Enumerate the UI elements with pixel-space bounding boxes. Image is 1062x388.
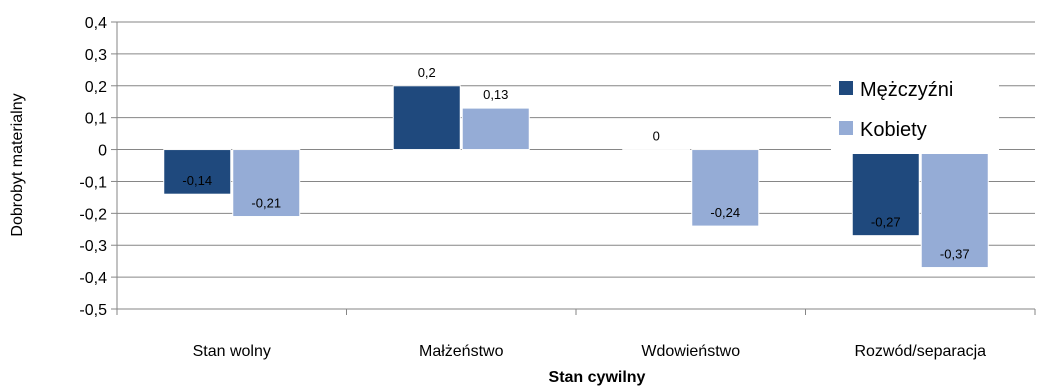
data-label: 0 <box>653 129 660 144</box>
x-tick-label: Stan wolny <box>193 343 271 360</box>
x-tick-labels: Stan wolny Małżeństwo Wdowieństwo Rozwód/se… <box>193 343 987 360</box>
data-label: -0,37 <box>940 247 970 262</box>
data-label: -0,27 <box>871 215 901 230</box>
axes-group <box>111 21 1036 315</box>
bar-kobiety <box>232 149 301 218</box>
legend-background <box>831 78 999 154</box>
legend: Mężczyźni Kobiety <box>831 78 999 154</box>
bar-kobiety <box>920 149 989 269</box>
x-tick-label: Wdowieństwo <box>641 343 740 360</box>
bar-kobiety <box>461 107 530 151</box>
y-tick-label: 0 <box>98 143 107 160</box>
y-tick-label: -0,3 <box>79 238 107 255</box>
bar-mezczyzni <box>622 149 691 152</box>
y-tick-labels: 0,4 0,3 0,2 0,1 0 -0,1 -0,2 -0,3 -0,4 -0,5 <box>79 15 107 319</box>
x-tick-label: Rozwód/separacja <box>854 343 986 360</box>
data-labels: -0,14 -0,21 0,2 0,13 0 -0,24 -0,27 -0,37 <box>182 65 969 262</box>
x-tick-label: Małżeństwo <box>419 343 504 360</box>
y-tick-label: 0,2 <box>85 79 107 96</box>
y-tick-label: -0,5 <box>79 302 107 319</box>
y-axis-title: Dobrobyt materialny <box>9 93 26 236</box>
legend-swatch-mezczyzni <box>839 81 853 95</box>
y-tick-label: -0,1 <box>79 174 107 191</box>
y-tick-label: -0,2 <box>79 206 107 223</box>
x-axis-title: Stan cywilny <box>549 369 646 386</box>
bars-group <box>163 85 989 269</box>
data-label: 0,13 <box>483 87 508 102</box>
bar-mezczyzni <box>163 149 232 195</box>
y-tick-label: 0,1 <box>85 111 107 128</box>
y-tick-label: 0,3 <box>85 47 107 64</box>
y-tick-label: -0,4 <box>79 270 107 287</box>
legend-swatch-kobiety <box>839 121 853 135</box>
bar-mezczyzni <box>392 85 461 151</box>
legend-label-kobiety: Kobiety <box>860 119 927 141</box>
data-label: -0,21 <box>251 196 281 211</box>
bar-mezczyzni <box>851 149 920 237</box>
y-tick-label: 0,4 <box>85 15 107 32</box>
data-label: -0,24 <box>710 205 740 220</box>
data-label: 0,2 <box>418 65 436 80</box>
data-label: -0,14 <box>182 173 212 188</box>
legend-label-mezczyzni: Mężczyźni <box>860 79 953 101</box>
bar-kobiety <box>691 149 760 227</box>
